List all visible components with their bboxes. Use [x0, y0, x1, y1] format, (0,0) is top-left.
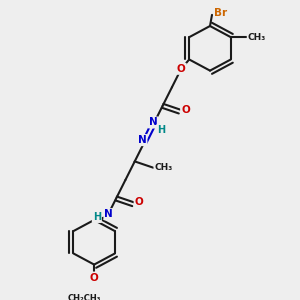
Text: CH₃: CH₃ [248, 33, 266, 42]
Text: N: N [104, 209, 113, 219]
Text: Br: Br [214, 8, 228, 18]
Text: O: O [90, 273, 98, 283]
Text: N: N [138, 135, 146, 145]
Text: O: O [177, 64, 186, 74]
Text: CH₂CH₃: CH₂CH₃ [68, 295, 101, 300]
Text: H: H [157, 125, 165, 135]
Text: N: N [149, 118, 158, 128]
Text: H: H [93, 212, 101, 222]
Text: CH₃: CH₃ [154, 163, 172, 172]
Text: O: O [181, 105, 190, 115]
Text: O: O [135, 197, 143, 207]
